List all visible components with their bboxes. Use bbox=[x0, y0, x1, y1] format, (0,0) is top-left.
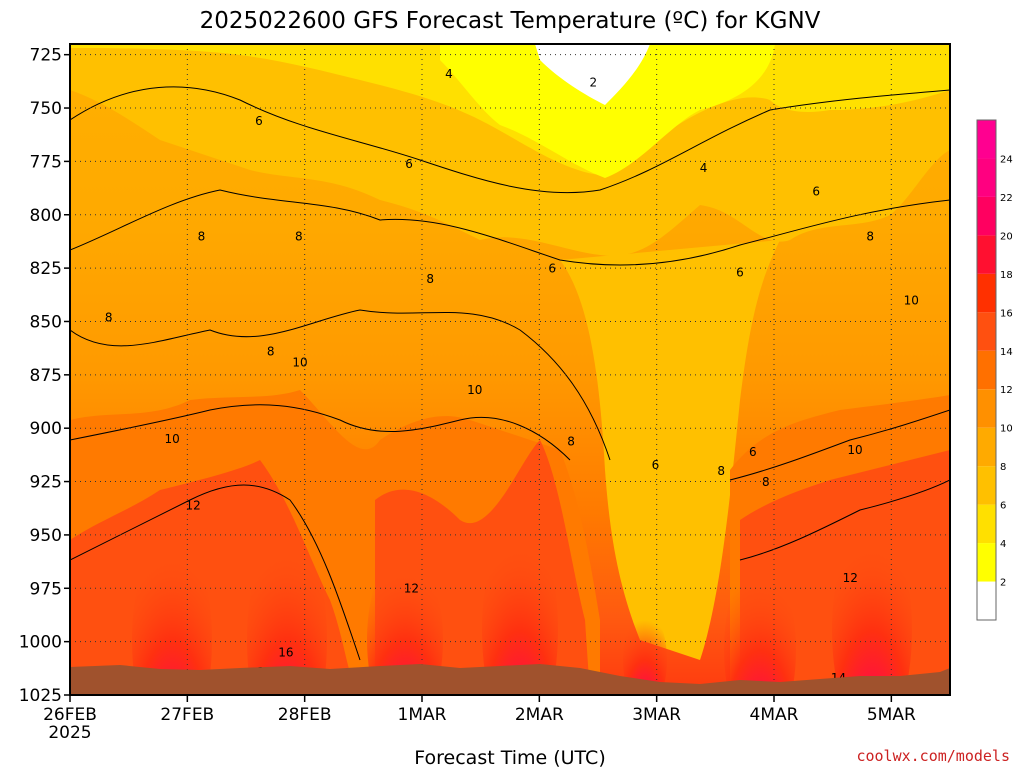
hot-pulse-2mar bbox=[482, 520, 558, 695]
contour-label: 6 bbox=[652, 458, 660, 472]
colorbar-label: 14 bbox=[1000, 347, 1013, 358]
y-tick-label: 1000 bbox=[19, 633, 62, 653]
colorbar-swatch bbox=[977, 581, 996, 620]
y-tick-label: 925 bbox=[30, 473, 62, 493]
contour-label: 8 bbox=[198, 229, 206, 243]
hot-pulse-28feb bbox=[247, 525, 327, 695]
contour-label: 10 bbox=[292, 355, 307, 369]
x-tick-label: 3MAR bbox=[632, 705, 681, 725]
source-credit: coolwx.com/models bbox=[856, 747, 1010, 765]
x-tick-label: 27FEB bbox=[160, 705, 214, 725]
x-tick-label: 1MAR bbox=[398, 705, 447, 725]
surface-terrain bbox=[70, 664, 950, 695]
y-tick-label: 750 bbox=[30, 99, 62, 119]
contour-label: 6 bbox=[255, 114, 263, 128]
y-tick-label: 975 bbox=[30, 579, 62, 599]
x-tick-label: 5MAR bbox=[867, 705, 916, 725]
colorbar-label: 6 bbox=[1000, 501, 1006, 512]
contour-label: 8 bbox=[295, 229, 303, 243]
hot-pulse-3mar bbox=[623, 610, 667, 695]
y-axis: 725 750 775 800 825 850 875 900 925 950 975 1000 102… bbox=[19, 46, 70, 706]
y-tick-label: 825 bbox=[30, 259, 62, 279]
contour-label: 6 bbox=[749, 445, 757, 459]
hot-pulse-4mar bbox=[724, 560, 796, 695]
contour-label: 4 bbox=[700, 161, 708, 175]
x-axis-title: Forecast Time (UTC) bbox=[414, 747, 605, 768]
contour-label: 10 bbox=[847, 443, 862, 457]
colorbar-label: 2 bbox=[1000, 578, 1006, 589]
contour-label: 10 bbox=[904, 293, 919, 307]
contour-label: 10 bbox=[164, 432, 179, 446]
grid-lines bbox=[70, 44, 950, 695]
x-tick-label: 28FEB bbox=[278, 705, 332, 725]
chart-title: 2025022600 GFS Forecast Temperature (ºC)… bbox=[200, 8, 821, 34]
colorbar-swatch bbox=[977, 350, 996, 390]
y-tick-label: 875 bbox=[30, 366, 62, 386]
colorbar-swatch bbox=[977, 312, 996, 351]
y-tick-label: 900 bbox=[30, 419, 62, 439]
colorbar-swatch bbox=[977, 120, 996, 159]
colorbar-swatch bbox=[977, 273, 996, 313]
cold-layer-2c bbox=[440, 44, 775, 178]
plot-frame bbox=[69, 43, 951, 696]
colorbar-swatch bbox=[977, 196, 996, 236]
colorbar-swatch bbox=[977, 389, 996, 428]
x-tick-label: 26FEB bbox=[43, 705, 97, 725]
colorbar-label: 22 bbox=[1000, 193, 1013, 204]
hot-pulse-1mar bbox=[367, 550, 443, 695]
x-axis: 26FEB 27FEB 28FEB 1MAR 2MAR 3MAR 4MAR 5MAR bbox=[43, 695, 916, 725]
contour-label: 16 bbox=[278, 646, 293, 660]
contour-label: 6 bbox=[812, 185, 820, 199]
hot-pulse-5mar bbox=[832, 520, 912, 695]
y-tick-label: 800 bbox=[30, 206, 62, 226]
hot-pulse-27feb bbox=[132, 530, 212, 695]
colorbar-swatch bbox=[977, 235, 996, 274]
contour-label: 8 bbox=[866, 229, 874, 243]
contour-label: 6 bbox=[405, 157, 413, 171]
y-tick-label: 725 bbox=[30, 46, 62, 66]
colorbar-swatch bbox=[977, 466, 996, 505]
colorbar-label: 8 bbox=[1000, 462, 1006, 473]
x-tick-label: 2MAR bbox=[515, 705, 564, 725]
colorbar-label: 4 bbox=[1000, 539, 1006, 550]
x-year-label: 2025 bbox=[48, 723, 91, 743]
y-tick-label: 850 bbox=[30, 312, 62, 332]
contour-label: 2 bbox=[589, 76, 597, 90]
contour-label: 6 bbox=[736, 266, 744, 280]
contour-label: 12 bbox=[186, 498, 201, 512]
contour-label: 4 bbox=[445, 67, 453, 81]
contour-label: 8 bbox=[762, 475, 770, 489]
colorbar-label: 18 bbox=[1000, 270, 1013, 281]
contour-label: 8 bbox=[567, 434, 575, 448]
contour-lines bbox=[70, 86, 950, 661]
colorbar-label: 24 bbox=[1000, 154, 1013, 165]
contour-label: 8 bbox=[426, 272, 434, 286]
y-tick-label: 1025 bbox=[19, 686, 62, 706]
y-tick-label: 775 bbox=[30, 152, 62, 172]
contour-label: 12 bbox=[404, 582, 419, 596]
colorbar-label: 10 bbox=[1000, 424, 1013, 435]
contour-label: 8 bbox=[267, 345, 275, 359]
coldest-layer-below-2c bbox=[535, 44, 650, 105]
contour-label: 10 bbox=[467, 383, 482, 397]
contour-label: 6 bbox=[548, 261, 556, 275]
contour-label: 8 bbox=[717, 464, 725, 478]
contour-label: 8 bbox=[105, 310, 113, 324]
colorbar-swatch bbox=[977, 427, 996, 467]
y-tick-label: 950 bbox=[30, 526, 62, 546]
colorbar-swatch bbox=[977, 543, 996, 582]
cool-intrusion-3mar bbox=[560, 240, 780, 660]
x-tick-label: 4MAR bbox=[750, 705, 799, 725]
colorbar-frame bbox=[976, 119, 997, 621]
colorbar-label: 20 bbox=[1000, 231, 1013, 242]
contour-label: 12 bbox=[843, 571, 858, 585]
colorbar-swatch bbox=[977, 504, 996, 544]
colorbar-swatch bbox=[977, 158, 996, 197]
plot-area bbox=[70, 44, 950, 695]
colorbar-label: 16 bbox=[1000, 308, 1013, 319]
colorbar-label: 12 bbox=[1000, 385, 1013, 396]
